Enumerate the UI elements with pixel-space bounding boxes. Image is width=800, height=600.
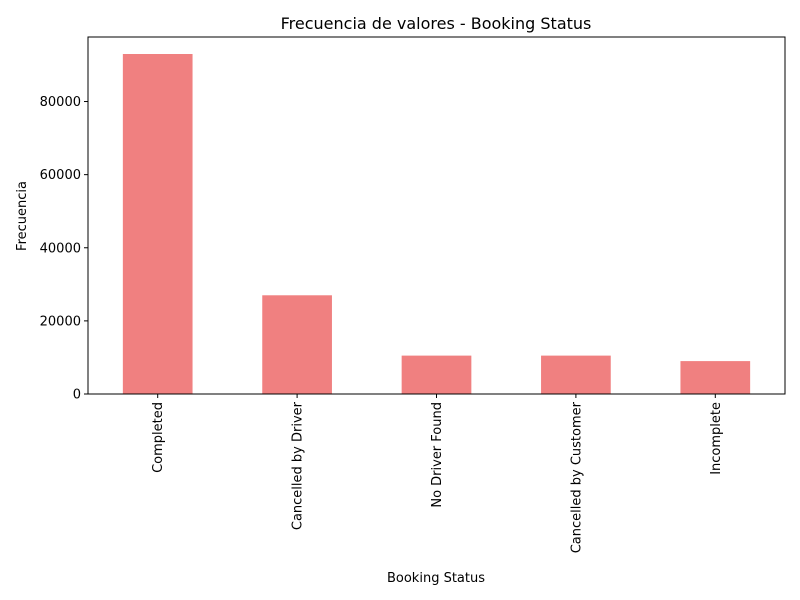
y-tick-label: 60000 <box>40 168 81 183</box>
x-tick-label: Completed <box>151 402 166 473</box>
bar-completed <box>122 54 193 394</box>
x-tick-label: Cancelled by Customer <box>569 401 584 553</box>
bar-no-driver-found <box>401 355 472 394</box>
x-tick-label: No Driver Found <box>430 402 445 508</box>
plot-area <box>88 37 785 394</box>
y-axis-title: Frecuencia <box>15 181 30 251</box>
x-axis-title: Booking Status <box>387 571 485 586</box>
bar-cancelled-by-driver <box>262 295 332 394</box>
x-tick-label: Cancelled by Driver <box>291 401 306 530</box>
y-tick-label: 20000 <box>40 314 81 329</box>
y-tick-label: 40000 <box>40 241 81 256</box>
bar-incomplete <box>680 361 751 394</box>
chart-title: Frecuencia de valores - Booking Status <box>281 14 592 33</box>
bar-cancelled-by-customer <box>541 355 611 394</box>
y-tick-label: 0 <box>73 388 81 403</box>
x-tick-label: Incomplete <box>709 402 724 475</box>
y-tick-label: 80000 <box>40 95 81 110</box>
